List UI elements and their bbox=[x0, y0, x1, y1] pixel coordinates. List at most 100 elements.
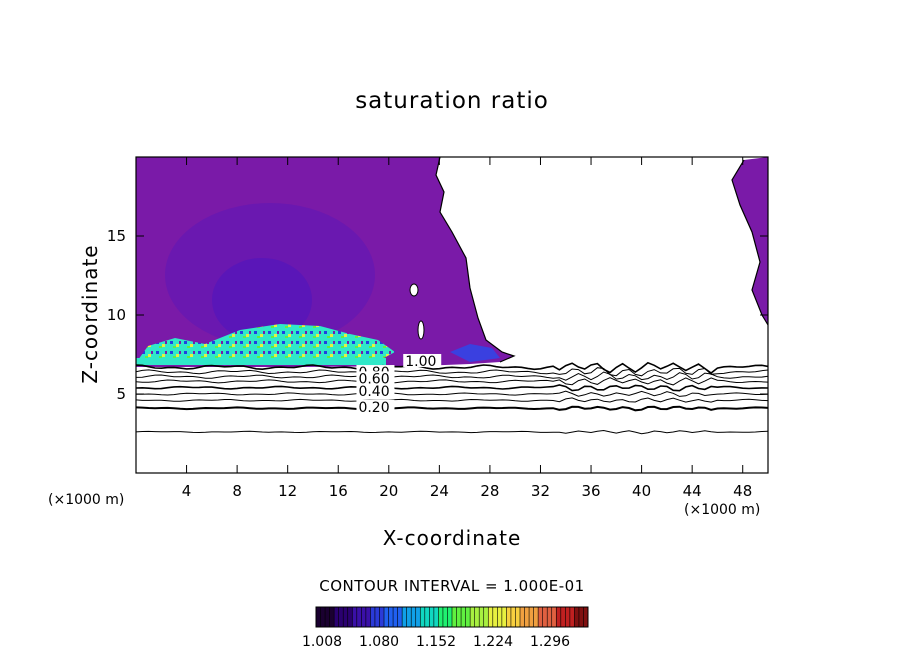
colorbar-swatch bbox=[325, 607, 330, 627]
contour-line bbox=[136, 377, 768, 386]
y-tick-labels: 5 10 15 bbox=[107, 227, 126, 403]
contour-line bbox=[136, 405, 768, 412]
x-tick-label: 28 bbox=[480, 482, 499, 500]
colorbar-swatch bbox=[438, 607, 444, 627]
cloud-outline bbox=[435, 157, 516, 363]
colorbar-swatch bbox=[461, 607, 466, 627]
colorbar-swatch bbox=[397, 607, 403, 627]
y-tick-label: 10 bbox=[107, 306, 126, 324]
contour-label-bg bbox=[403, 353, 442, 367]
contour-labels: 1.000.800.600.400.20 bbox=[356, 353, 442, 416]
cloud-outline-right bbox=[731, 159, 768, 326]
x-tick-label: 32 bbox=[531, 482, 550, 500]
x-tick-label: 8 bbox=[232, 482, 242, 500]
colorbar-swatch bbox=[370, 607, 376, 627]
colorbar-swatch bbox=[356, 607, 362, 627]
contour-line bbox=[136, 361, 768, 374]
colorbar-swatch bbox=[479, 607, 485, 627]
x-tick-label: 16 bbox=[329, 482, 348, 500]
colorbar-swatch bbox=[320, 607, 326, 627]
colorbar-swatch bbox=[501, 607, 507, 627]
colorbar-swatch bbox=[538, 607, 544, 627]
colorbar-label: 1.080 bbox=[359, 634, 399, 650]
colorbar-label: 1.296 bbox=[530, 634, 570, 650]
contour-line bbox=[136, 371, 768, 381]
colorbar-swatch bbox=[343, 607, 349, 627]
colorbar bbox=[315, 606, 589, 628]
colorbar-labels: 1.008 1.080 1.152 1.224 1.296 bbox=[302, 634, 570, 650]
colorbar-swatch bbox=[402, 607, 408, 627]
y-tick-label: 5 bbox=[116, 385, 126, 403]
plot-area bbox=[136, 157, 768, 435]
colorbar-swatch bbox=[542, 607, 548, 627]
cloud-field-right bbox=[732, 157, 768, 325]
colorbar-swatch bbox=[569, 607, 575, 627]
cloud-base-band bbox=[136, 358, 386, 365]
contour-label-bg bbox=[356, 399, 395, 413]
contour-label-bg bbox=[356, 371, 395, 385]
contour-label: 0.60 bbox=[358, 371, 389, 387]
colorbar-swatch bbox=[529, 607, 534, 627]
colorbar-label: 1.008 bbox=[302, 634, 342, 650]
y-tick-label: 15 bbox=[107, 227, 126, 245]
colorbar-swatch bbox=[365, 607, 371, 627]
contour-line bbox=[136, 384, 768, 392]
cloud-speckle bbox=[138, 324, 395, 364]
contour-label: 1.00 bbox=[405, 354, 436, 370]
x-unit-label-left: (×1000 m) bbox=[48, 492, 125, 508]
colorbar-label: 1.224 bbox=[473, 634, 513, 650]
y-axis-label: Z-coordinate bbox=[78, 244, 102, 384]
contour-label: 0.40 bbox=[358, 384, 389, 400]
chart-title: saturation ratio bbox=[355, 88, 549, 114]
colorbar-swatch bbox=[316, 607, 321, 627]
colorbar-swatch bbox=[361, 607, 367, 627]
colorbar-swatch bbox=[433, 607, 439, 627]
colorbar-swatch bbox=[556, 607, 562, 627]
x-tick-labels: 4 8 12 16 20 24 28 32 36 40 44 48 bbox=[182, 482, 752, 500]
axis-ticks bbox=[136, 157, 768, 473]
colorbar-swatch bbox=[470, 607, 476, 627]
colorbar-swatch bbox=[583, 607, 589, 627]
contour-line bbox=[136, 390, 768, 397]
colorbar-swatch bbox=[338, 607, 344, 627]
colorbar-swatch bbox=[415, 607, 421, 627]
contour-label: 0.20 bbox=[358, 400, 389, 416]
colorbar-swatch bbox=[497, 607, 503, 627]
colorbar-swatch bbox=[565, 607, 571, 627]
cloud-edge-blob bbox=[450, 344, 500, 362]
colorbar-swatch bbox=[424, 607, 430, 627]
contour-interval-text: CONTOUR INTERVAL = 1.000E-01 bbox=[319, 577, 585, 595]
colorbar-swatch bbox=[483, 607, 489, 627]
x-tick-label: 40 bbox=[632, 482, 651, 500]
colorbar-swatch bbox=[420, 607, 426, 627]
colorbar-swatch bbox=[560, 607, 566, 627]
colorbar-swatch bbox=[515, 607, 521, 627]
colorbar-swatch bbox=[374, 607, 380, 627]
colorbar-swatch bbox=[352, 607, 358, 627]
x-tick-label: 12 bbox=[278, 482, 297, 500]
contour-line bbox=[136, 367, 768, 377]
colorbar-swatch bbox=[393, 607, 398, 627]
colorbar-swatch bbox=[442, 607, 448, 627]
colorbar-swatch bbox=[506, 607, 512, 627]
cloud-hole bbox=[409, 283, 419, 297]
colorbar-frame bbox=[315, 606, 589, 628]
colorbar-swatch bbox=[488, 607, 494, 627]
colorbar-label: 1.152 bbox=[416, 634, 456, 650]
colorbar-swatch bbox=[510, 607, 516, 627]
colorbar-swatch bbox=[578, 607, 584, 627]
contour-line bbox=[136, 397, 768, 403]
colorbar-swatch bbox=[551, 607, 557, 627]
colorbar-swatch bbox=[452, 607, 457, 627]
x-tick-label: 24 bbox=[430, 482, 449, 500]
contour-label-bg bbox=[356, 384, 395, 397]
colorbar-swatch bbox=[411, 607, 417, 627]
x-tick-label: 48 bbox=[733, 482, 752, 500]
x-tick-label: 20 bbox=[379, 482, 398, 500]
x-unit-label-right: (×1000 m) bbox=[684, 502, 761, 518]
x-tick-label: 4 bbox=[182, 482, 192, 500]
colorbar-swatch bbox=[388, 607, 394, 627]
x-tick-label: 44 bbox=[683, 482, 702, 500]
colorbar-swatch bbox=[334, 607, 340, 627]
